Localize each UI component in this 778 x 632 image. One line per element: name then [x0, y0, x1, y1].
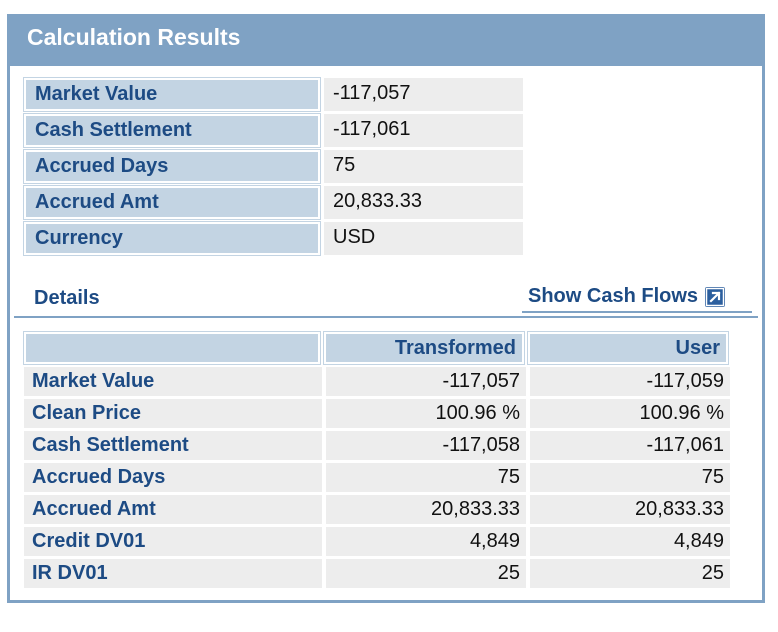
- user-value: -117,061: [530, 431, 730, 460]
- table-row: Accrued Days 75 75: [24, 463, 730, 492]
- summary-value: -117,061: [324, 114, 523, 147]
- summary-row: Currency USD: [23, 221, 523, 256]
- external-link-icon[interactable]: [705, 287, 726, 307]
- table-row: Market Value -117,057 -117,059: [24, 367, 730, 396]
- details-header-blank: [23, 331, 321, 365]
- panel-title: Calculation Results: [10, 17, 762, 66]
- summary-label: Accrued Days: [23, 149, 321, 184]
- user-value: 100.96 %: [530, 399, 730, 428]
- transformed-value: 20,833.33: [326, 495, 526, 524]
- calculation-results-panel: Calculation Results Market Value -117,05…: [7, 14, 765, 603]
- summary-row: Accrued Amt 20,833.33: [23, 185, 523, 220]
- summary-row: Cash Settlement -117,061: [23, 113, 523, 148]
- user-value: -117,059: [530, 367, 730, 396]
- transformed-value: 100.96 %: [326, 399, 526, 428]
- summary-value: USD: [324, 222, 523, 255]
- row-label: Accrued Amt: [24, 495, 322, 524]
- table-row: Clean Price 100.96 % 100.96 %: [24, 399, 730, 428]
- summary-value: 20,833.33: [324, 186, 523, 219]
- details-header-row: Transformed User: [23, 331, 730, 365]
- column-header-transformed: Transformed: [323, 331, 525, 365]
- row-label: Cash Settlement: [24, 431, 322, 460]
- user-value: 20,833.33: [530, 495, 730, 524]
- table-row: IR DV01 25 25: [24, 559, 730, 588]
- summary-row: Accrued Days 75: [23, 149, 523, 184]
- row-label: IR DV01: [24, 559, 322, 588]
- summary-label: Currency: [23, 221, 321, 256]
- summary-table: Market Value -117,057 Cash Settlement -1…: [23, 77, 523, 258]
- transformed-value: 75: [326, 463, 526, 492]
- row-label: Credit DV01: [24, 527, 322, 556]
- user-value: 75: [530, 463, 730, 492]
- transformed-value: -117,057: [326, 367, 526, 396]
- summary-row: Market Value -117,057: [23, 77, 523, 112]
- details-table: Transformed User Market Value -117,057 -…: [23, 331, 730, 591]
- row-label: Clean Price: [24, 399, 322, 428]
- summary-label: Accrued Amt: [23, 185, 321, 220]
- summary-value: -117,057: [324, 78, 523, 111]
- summary-label: Market Value: [23, 77, 321, 112]
- show-cash-flows-label: Show Cash Flows: [528, 285, 699, 307]
- transformed-value: 25: [326, 559, 526, 588]
- column-header-user: User: [527, 331, 729, 365]
- user-value: 4,849: [530, 527, 730, 556]
- user-value: 25: [530, 559, 730, 588]
- transformed-value: 4,849: [326, 527, 526, 556]
- table-row: Cash Settlement -117,058 -117,061: [24, 431, 730, 460]
- transformed-value: -117,058: [326, 431, 526, 460]
- row-label: Market Value: [24, 367, 322, 396]
- summary-label: Cash Settlement: [23, 113, 321, 148]
- row-label: Accrued Days: [24, 463, 322, 492]
- table-row: Accrued Amt 20,833.33 20,833.33: [24, 495, 730, 524]
- show-cash-flows-link[interactable]: Show Cash Flows: [522, 285, 752, 313]
- details-title: Details: [34, 287, 100, 309]
- details-divider: [14, 316, 758, 318]
- summary-value: 75: [324, 150, 523, 183]
- table-row: Credit DV01 4,849 4,849: [24, 527, 730, 556]
